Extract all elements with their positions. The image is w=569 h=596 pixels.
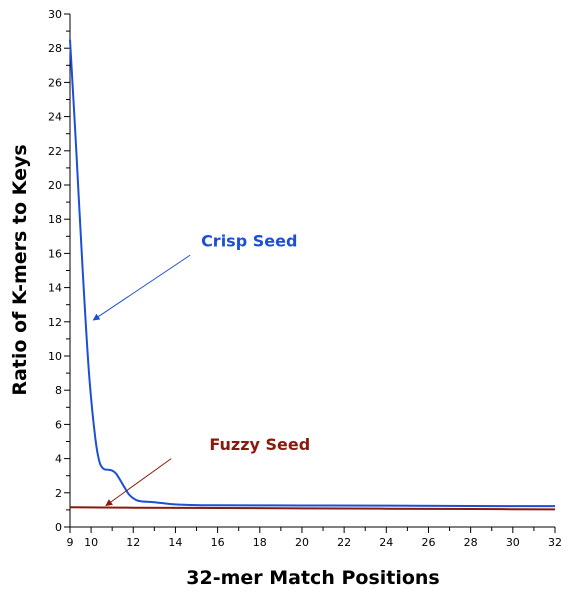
y-tick-label: 30 <box>48 8 62 21</box>
y-tick-label: 10 <box>48 350 62 363</box>
annotation-label: Fuzzy Seed <box>209 435 310 454</box>
x-tick-label: 30 <box>506 536 520 549</box>
y-tick-label: 22 <box>48 145 62 158</box>
y-tick-label: 24 <box>48 111 62 124</box>
y-tick-label: 0 <box>55 521 62 534</box>
annotation-label: Crisp Seed <box>201 232 297 251</box>
x-tick-label: 9 <box>67 536 74 549</box>
y-tick-label: 6 <box>55 418 62 431</box>
y-tick-label: 14 <box>48 282 62 295</box>
x-tick-label: 14 <box>168 536 182 549</box>
y-tick-label: 8 <box>55 384 62 397</box>
y-tick-label: 18 <box>48 213 62 226</box>
y-tick-label: 20 <box>48 179 62 192</box>
x-axis-title: 32-mer Match Positions <box>186 567 440 589</box>
series-line-fuzzy-seed <box>69 506 556 511</box>
series-line-crisp-seed <box>69 39 556 508</box>
x-tick-label: 22 <box>337 536 351 549</box>
y-tick-label: 12 <box>48 316 62 329</box>
x-tick-label: 18 <box>253 536 267 549</box>
x-tick-label: 24 <box>379 536 393 549</box>
y-tick-label: 16 <box>48 247 62 260</box>
x-tick-label: 12 <box>126 536 140 549</box>
y-axis-title: Ratio of K-mers to Keys <box>9 144 31 395</box>
x-tick-label: 26 <box>421 536 435 549</box>
y-tick-label: 4 <box>55 453 62 466</box>
annotation-arrow <box>92 254 191 321</box>
x-tick-label: 28 <box>464 536 478 549</box>
x-tick-label: 32 <box>548 536 562 549</box>
x-tick-label: 20 <box>295 536 309 549</box>
y-tick-label: 28 <box>48 42 62 55</box>
annotation-arrow <box>105 458 172 507</box>
y-tick-label: 2 <box>55 487 62 500</box>
x-tick-label: 16 <box>211 536 225 549</box>
x-tick-label: 10 <box>84 536 98 549</box>
y-tick-label: 26 <box>48 76 62 89</box>
